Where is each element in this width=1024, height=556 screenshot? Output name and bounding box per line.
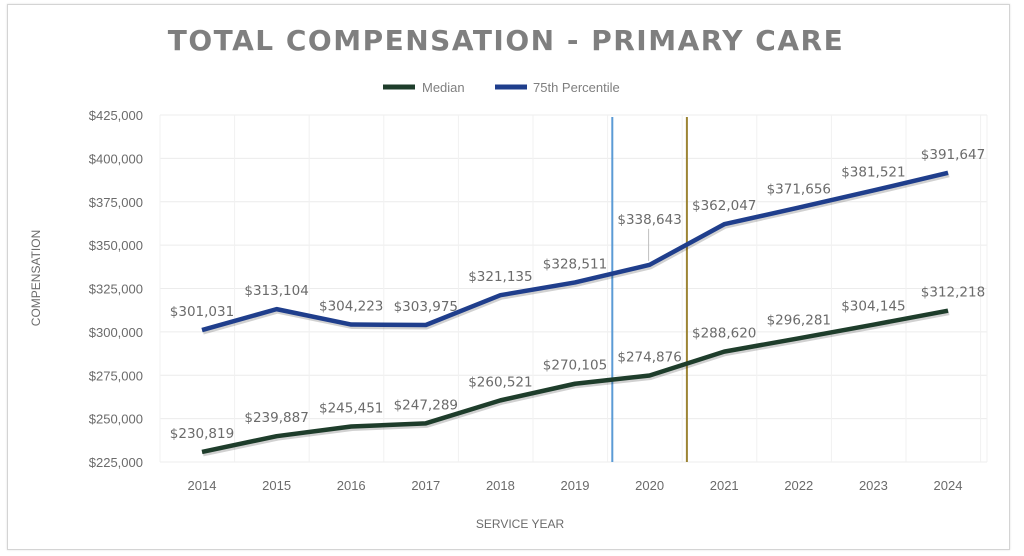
x-tick-label: 2016 [337, 478, 366, 493]
series-lines [201, 170, 950, 457]
x-tick-label: 2021 [710, 478, 739, 493]
data-label-75th-percentile: $381,521 [841, 164, 905, 180]
data-label-75th-percentile: $321,135 [468, 269, 532, 285]
data-labels: $230,819 $239,887 $245,451 $247,289 $260,521… [170, 147, 985, 442]
data-label-75th-percentile: $362,047 [692, 198, 756, 214]
x-tick-label: 2023 [859, 478, 888, 493]
y-tick-label: $300,000 [89, 325, 143, 340]
x-tick-label: 2017 [411, 478, 440, 493]
y-axis-ticks: $225,000 $250,000 $275,000 $300,000 $325,000… [89, 108, 143, 470]
y-tick-label: $325,000 [89, 282, 143, 297]
gridlines [159, 114, 988, 463]
y-tick-label: $250,000 [89, 412, 143, 427]
y-axis-label: COMPENSATION [29, 230, 43, 326]
y-tick-label: $425,000 [89, 108, 143, 123]
reference-lines [611, 117, 688, 462]
legend-item-median[interactable]: Median [383, 80, 465, 95]
data-label-median: $296,281 [767, 312, 831, 328]
data-label-median: $247,289 [394, 397, 458, 413]
data-label-median: $312,218 [921, 285, 985, 301]
data-label-75th-percentile: $328,511 [543, 256, 607, 272]
data-label-75th-percentile: $371,656 [767, 182, 831, 198]
y-tick-label: $275,000 [89, 368, 143, 383]
series-line-75th-percentile [201, 170, 949, 333]
chart-title: TOTAL COMPENSATION - PRIMARY CARE [168, 24, 844, 57]
data-label-75th-percentile: $313,104 [244, 283, 308, 299]
data-label-median: $239,887 [244, 410, 308, 426]
y-tick-label: $400,000 [89, 151, 143, 166]
x-tick-label: 2022 [784, 478, 813, 493]
y-tick-label: $375,000 [89, 195, 143, 210]
y-tick-label: $350,000 [89, 238, 143, 253]
data-label-75th-percentile: $303,975 [394, 299, 458, 315]
x-tick-label: 2024 [934, 478, 963, 493]
y-tick-label: $225,000 [89, 455, 143, 470]
data-label-75th-percentile: $338,643 [617, 212, 681, 228]
x-tick-label: 2019 [561, 478, 590, 493]
data-label-75th-percentile: $301,031 [170, 304, 234, 320]
data-label-median: $260,521 [468, 374, 532, 390]
data-label-median: $270,105 [543, 358, 607, 374]
data-label-median: $288,620 [692, 326, 756, 342]
data-label-median: $304,145 [841, 299, 905, 315]
legend: Median 75th Percentile [383, 80, 620, 95]
x-tick-label: 2014 [188, 478, 217, 493]
chart-frame [7, 4, 1010, 550]
legend-item-75th-percentile[interactable]: 75th Percentile [495, 80, 620, 95]
data-label-median: $274,876 [617, 349, 681, 365]
x-tick-label: 2018 [486, 478, 515, 493]
x-tick-label: 2020 [635, 478, 664, 493]
x-axis-ticks: 2014 2015 2016 2017 2018 2019 2020 2021 2022 2023… [188, 478, 963, 493]
series-line-median [201, 308, 949, 455]
data-label-75th-percentile: $391,647 [921, 147, 985, 163]
x-tick-label: 2015 [262, 478, 291, 493]
data-label-75th-percentile: $304,223 [319, 299, 383, 315]
data-label-median: $230,819 [170, 426, 234, 442]
legend-label-median: Median [422, 80, 465, 95]
x-axis-label: SERVICE YEAR [476, 517, 565, 531]
legend-label-75th-percentile: 75th Percentile [533, 80, 620, 95]
data-label-median: $245,451 [319, 401, 383, 417]
